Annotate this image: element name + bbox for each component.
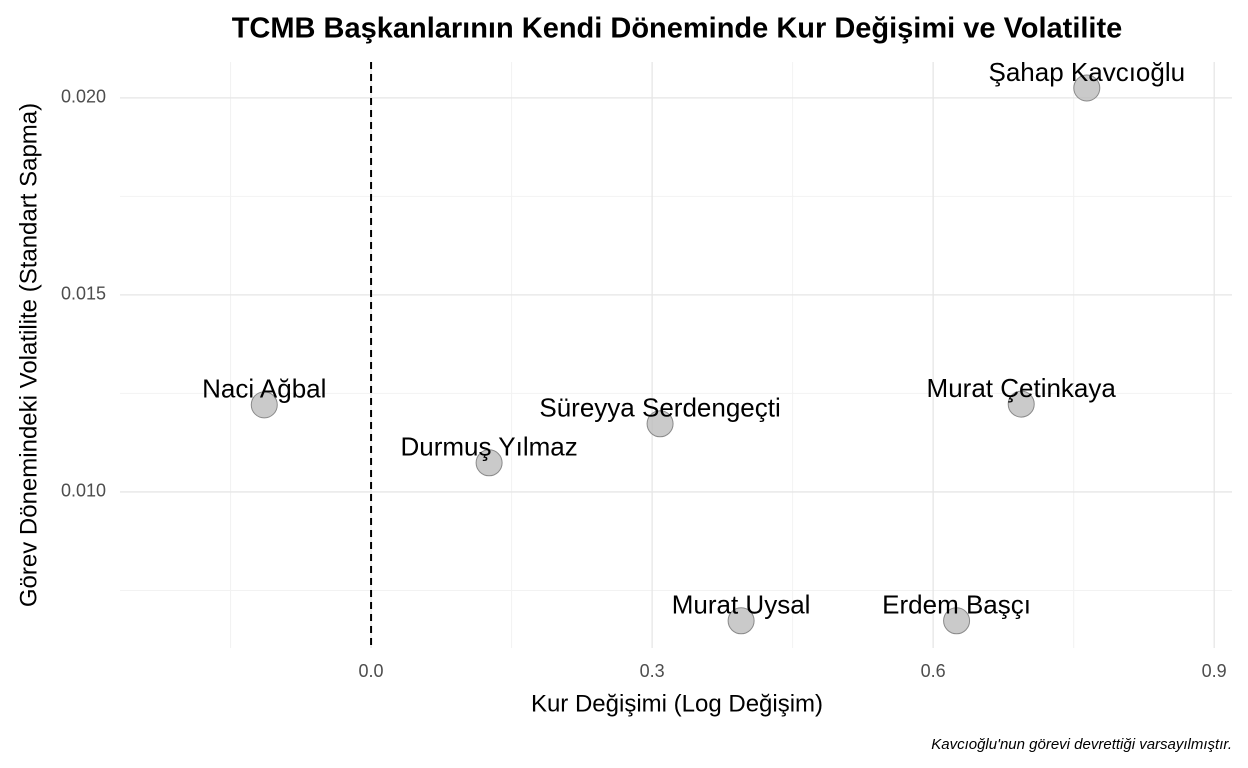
- x-tick-label: 0.6: [921, 661, 946, 681]
- y-tick-label: 0.010: [61, 481, 106, 501]
- x-axis-title: Kur Değişimi (Log Değişim): [531, 690, 823, 717]
- y-tick-label: 0.015: [61, 284, 106, 304]
- point-label: Süreyya Serdengeçti: [539, 393, 780, 423]
- caption: Kavcıoğlu'nun görevi devrettiği varsayıl…: [931, 736, 1232, 753]
- point: [646, 410, 674, 438]
- x-tick-label: 0.9: [1202, 661, 1227, 681]
- x-tick-label: 0.0: [359, 661, 384, 681]
- point: [943, 607, 971, 635]
- point-label: Erdem Başçı: [882, 590, 1031, 620]
- y-axis-title: Görev Dönemindeki Volatilite (Standart S…: [15, 103, 42, 607]
- point-label: Murat Çetinkaya: [927, 373, 1117, 403]
- point: [250, 391, 278, 419]
- x-tick-label: 0.3: [640, 661, 665, 681]
- y-tick-label: 0.020: [61, 87, 106, 107]
- point-label: Murat Uysal: [672, 590, 811, 620]
- point-label: Naci Ağbal: [202, 374, 326, 404]
- chart-title: TCMB Başkanlarının Kendi Döneminde Kur D…: [232, 13, 1123, 45]
- point: [1007, 390, 1035, 418]
- point-label: Durmuş Yılmaz: [400, 432, 577, 462]
- point: [1073, 74, 1101, 102]
- point-label: Şahap Kavcıoğlu: [988, 57, 1185, 87]
- point: [727, 607, 755, 635]
- point: [475, 449, 503, 477]
